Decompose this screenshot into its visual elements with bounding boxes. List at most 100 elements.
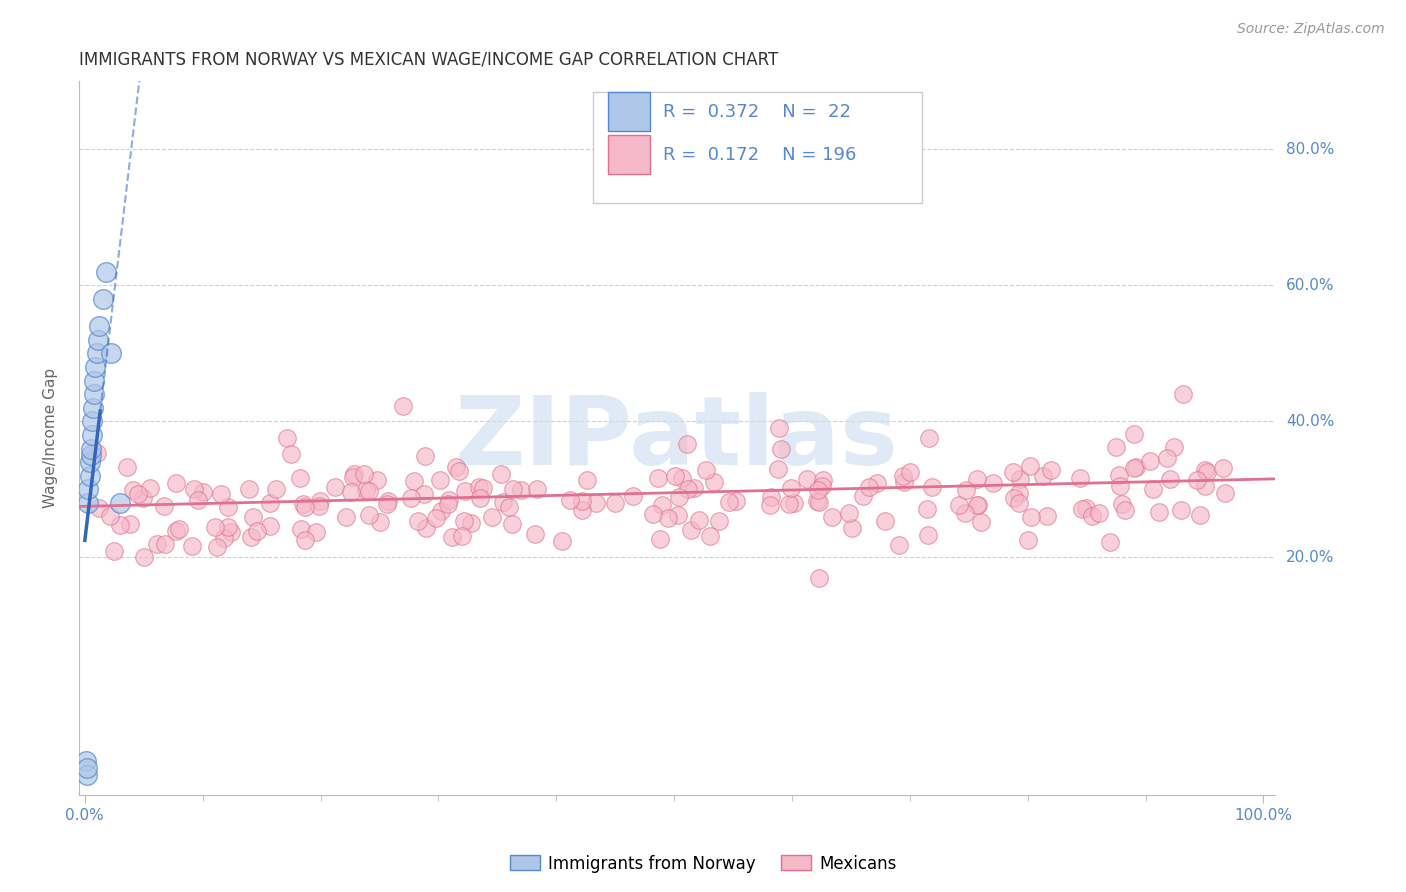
Text: 40.0%: 40.0% (1286, 414, 1334, 429)
Point (681, 523, 703, 537)
Point (1074, 501, 1097, 516)
Point (79, 455, 101, 469)
Point (970, 515, 993, 529)
Point (80, 428, 103, 442)
Point (444, 460, 467, 475)
Point (621, 489, 644, 503)
Point (415, 521, 437, 535)
Point (82, 401, 104, 415)
Point (276, 431, 298, 445)
Point (264, 482, 287, 496)
Point (585, 496, 607, 510)
Point (127, 487, 149, 501)
Point (437, 497, 460, 511)
Point (471, 481, 494, 495)
Point (292, 497, 315, 511)
Point (491, 495, 513, 509)
Point (343, 467, 366, 482)
Point (87, 319, 110, 334)
Point (191, 484, 214, 499)
Point (1039, 463, 1062, 477)
Point (758, 499, 780, 513)
Point (807, 483, 830, 497)
Point (807, 571, 830, 585)
Point (288, 471, 311, 485)
Legend: Immigrants from Norway, Mexicans: Immigrants from Norway, Mexicans (503, 848, 903, 880)
Point (676, 437, 699, 451)
Point (1019, 509, 1042, 524)
Point (703, 475, 725, 489)
Point (1170, 503, 1192, 517)
Point (948, 499, 970, 513)
Point (821, 510, 844, 524)
Point (449, 464, 471, 478)
Point (453, 514, 475, 528)
Point (898, 465, 921, 479)
Point (87, 500, 110, 515)
Point (294, 533, 316, 548)
Point (399, 491, 422, 505)
Point (1111, 497, 1133, 511)
Point (368, 516, 391, 530)
Point (560, 493, 582, 508)
Point (80, 414, 103, 428)
Point (375, 497, 398, 511)
Point (921, 480, 943, 494)
Point (165, 475, 187, 490)
Point (780, 481, 803, 495)
Y-axis label: Wage/Income Gap: Wage/Income Gap (44, 368, 58, 508)
Point (77, 496, 100, 510)
Point (551, 534, 574, 549)
Point (664, 468, 686, 483)
Point (429, 503, 451, 517)
Point (103, 543, 125, 558)
Point (86, 446, 108, 460)
Point (217, 520, 239, 534)
Point (1142, 482, 1164, 496)
Point (1122, 427, 1144, 442)
Point (887, 538, 910, 552)
Point (76, 761, 98, 775)
Point (838, 506, 860, 520)
Point (1099, 534, 1122, 549)
Point (1173, 387, 1195, 401)
Point (651, 498, 673, 512)
Point (115, 459, 138, 474)
Point (724, 494, 747, 508)
Point (425, 510, 447, 524)
Point (841, 520, 863, 534)
Point (440, 530, 463, 544)
Point (1069, 471, 1091, 485)
Point (707, 514, 730, 528)
Point (1088, 506, 1111, 520)
Point (340, 484, 363, 499)
Point (357, 508, 380, 522)
Text: Source: ZipAtlas.com: Source: ZipAtlas.com (1237, 22, 1385, 37)
Point (917, 502, 939, 516)
Point (132, 550, 155, 565)
Point (770, 442, 793, 456)
Point (501, 517, 523, 532)
Point (966, 498, 988, 512)
Point (94, 265, 117, 279)
Point (155, 537, 177, 551)
Point (1194, 479, 1216, 493)
Point (429, 473, 451, 487)
Point (571, 503, 593, 517)
Point (204, 520, 226, 534)
Point (217, 500, 239, 514)
Point (402, 474, 425, 488)
Point (87, 333, 110, 347)
Point (1163, 440, 1185, 454)
Point (131, 491, 153, 506)
Point (526, 483, 548, 497)
Point (108, 517, 131, 532)
Point (688, 513, 710, 527)
Point (309, 493, 332, 508)
Point (891, 469, 914, 483)
Point (205, 540, 228, 554)
Point (377, 493, 399, 508)
Point (280, 447, 302, 461)
Point (335, 510, 357, 524)
Point (1007, 496, 1029, 510)
